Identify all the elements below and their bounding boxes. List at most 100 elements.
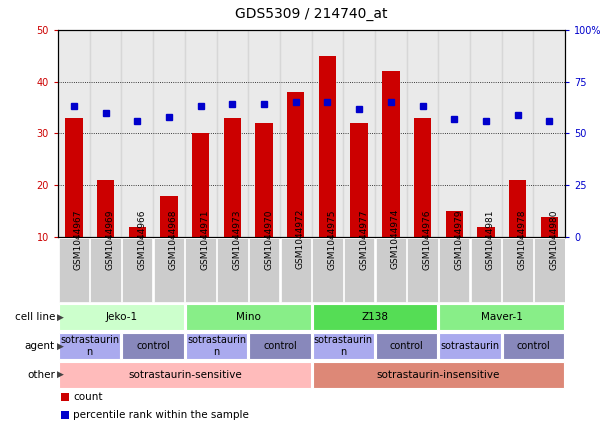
FancyBboxPatch shape [59,362,310,388]
FancyBboxPatch shape [90,238,121,302]
FancyBboxPatch shape [344,238,375,302]
Bar [541,217,558,237]
FancyBboxPatch shape [502,238,533,302]
Bar [382,71,400,237]
Text: GSM1044969: GSM1044969 [106,209,115,269]
FancyBboxPatch shape [154,238,184,302]
Text: ▶: ▶ [57,370,64,379]
Bar [470,30,502,237]
Bar [509,180,526,237]
Text: Maver-1: Maver-1 [481,312,523,322]
FancyBboxPatch shape [470,238,501,302]
Bar [375,30,407,237]
Bar [97,180,114,237]
Text: ▶: ▶ [57,313,64,322]
Text: GSM1044976: GSM1044976 [423,209,431,269]
Bar [414,118,431,237]
Text: count: count [73,392,103,402]
Bar [255,123,273,237]
Bar [216,30,248,237]
Text: GSM1044981: GSM1044981 [486,209,495,269]
Bar [351,123,368,237]
FancyBboxPatch shape [122,238,153,302]
Bar [224,118,241,237]
Bar [61,393,68,401]
Text: Z138: Z138 [362,312,389,322]
Text: control: control [263,341,297,351]
FancyBboxPatch shape [439,304,564,330]
Text: percentile rank within the sample: percentile rank within the sample [73,409,249,420]
Bar [445,212,463,237]
FancyBboxPatch shape [376,238,406,302]
Bar [128,227,146,237]
Bar [185,30,216,237]
Text: GSM1044966: GSM1044966 [137,209,146,269]
Text: sotrastaurin-insensitive: sotrastaurin-insensitive [377,370,500,380]
Bar [439,30,470,237]
FancyBboxPatch shape [217,238,247,302]
Bar [319,55,336,237]
Text: Jeko-1: Jeko-1 [105,312,137,322]
Text: GSM1044975: GSM1044975 [327,209,337,269]
Text: GSM1044977: GSM1044977 [359,209,368,269]
Text: sotrastaurin
n: sotrastaurin n [187,335,246,357]
Text: cell line: cell line [15,312,55,322]
Bar [343,30,375,237]
Text: GSM1044974: GSM1044974 [391,209,400,269]
Bar [280,30,312,237]
Text: GSM1044979: GSM1044979 [454,209,463,269]
Bar [192,133,210,237]
FancyBboxPatch shape [439,333,501,359]
Text: control: control [136,341,170,351]
Text: sotrastaurin-sensitive: sotrastaurin-sensitive [128,370,242,380]
FancyBboxPatch shape [59,333,120,359]
FancyBboxPatch shape [122,333,184,359]
Bar [407,30,439,237]
Text: GDS5309 / 214740_at: GDS5309 / 214740_at [235,7,388,21]
Text: GSM1044970: GSM1044970 [264,209,273,269]
FancyBboxPatch shape [312,238,343,302]
Text: sotrastaurin
n: sotrastaurin n [60,335,119,357]
Bar [533,30,565,237]
FancyBboxPatch shape [59,304,184,330]
Bar [502,30,533,237]
FancyBboxPatch shape [280,238,311,302]
Text: GSM1044972: GSM1044972 [296,209,305,269]
Text: GSM1044980: GSM1044980 [549,209,558,269]
FancyBboxPatch shape [313,362,564,388]
Text: GSM1044978: GSM1044978 [518,209,527,269]
Text: sotrastaurin
n: sotrastaurin n [313,335,373,357]
Text: agent: agent [25,341,55,351]
Text: GSM1044967: GSM1044967 [74,209,83,269]
Text: GSM1044973: GSM1044973 [232,209,241,269]
Bar [122,30,153,237]
Text: Mino: Mino [236,312,261,322]
FancyBboxPatch shape [313,333,374,359]
Bar [477,227,495,237]
FancyBboxPatch shape [59,238,89,302]
FancyBboxPatch shape [503,333,564,359]
FancyBboxPatch shape [439,238,469,302]
Bar [153,30,185,237]
Bar [65,118,82,237]
Bar [61,411,68,418]
Text: control: control [517,341,551,351]
FancyBboxPatch shape [313,304,437,330]
FancyBboxPatch shape [186,333,247,359]
Bar [58,30,90,237]
FancyBboxPatch shape [186,238,216,302]
Bar [287,92,304,237]
Bar [90,30,122,237]
FancyBboxPatch shape [249,238,279,302]
Text: GSM1044971: GSM1044971 [200,209,210,269]
Text: ▶: ▶ [57,341,64,351]
Text: sotrastaurin: sotrastaurin [441,341,500,351]
FancyBboxPatch shape [249,333,310,359]
Bar [248,30,280,237]
Text: control: control [390,341,423,351]
FancyBboxPatch shape [408,238,437,302]
Text: other: other [27,370,55,380]
Bar [160,196,178,237]
FancyBboxPatch shape [534,238,565,302]
Bar [312,30,343,237]
